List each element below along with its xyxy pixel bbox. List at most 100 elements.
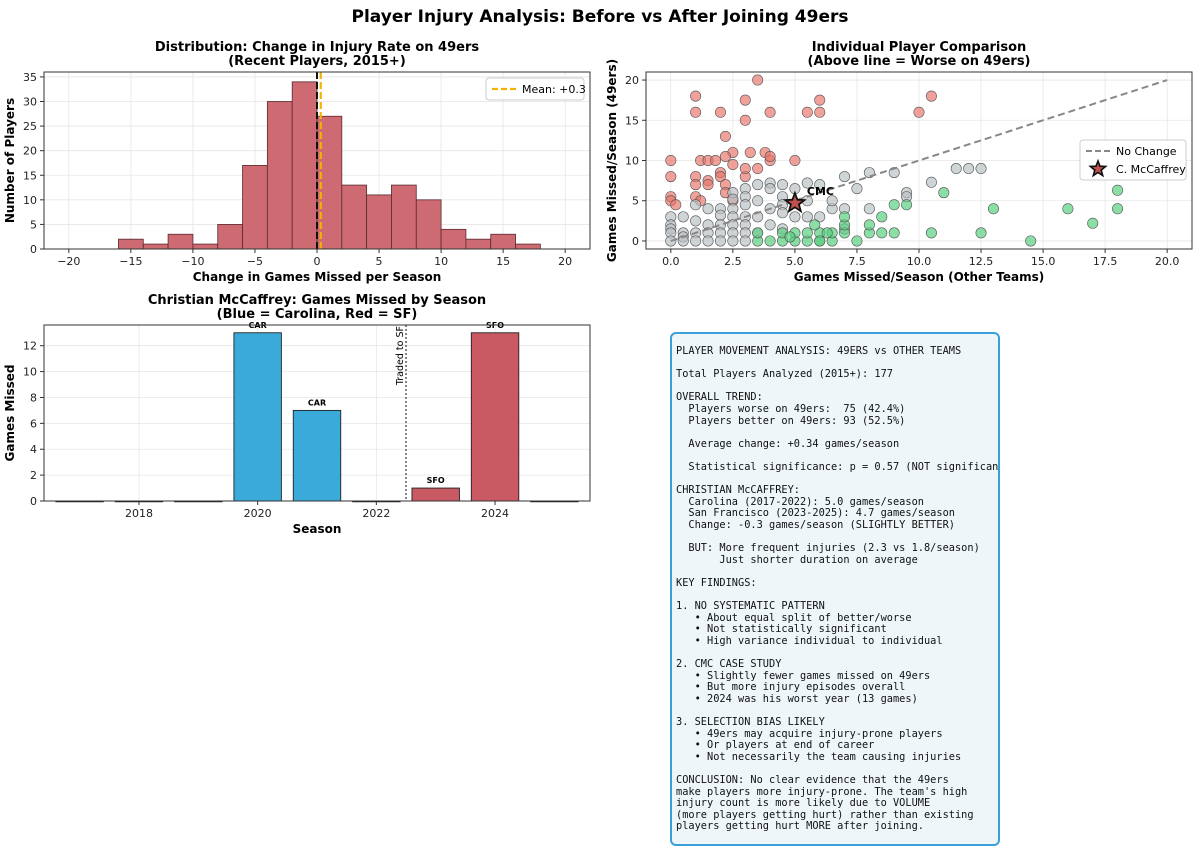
legend-star-swatch	[1088, 158, 1108, 178]
x-tick-label: 0.0	[662, 255, 680, 268]
y-tick-label: 5	[632, 195, 639, 208]
scatter-point	[801, 177, 813, 189]
scatter-point	[690, 199, 702, 211]
scatter-point	[925, 176, 937, 188]
summary-text: PLAYER MOVEMENT ANALYSIS: 49ERS vs OTHER…	[676, 345, 999, 833]
scatter-point	[975, 227, 987, 239]
scatter-point	[690, 179, 702, 191]
y-tick-label: 30	[23, 96, 37, 109]
histogram-bar	[465, 238, 492, 250]
scatter-point	[814, 106, 826, 118]
scatter-point	[975, 163, 987, 175]
summary-text-box: PLAYER MOVEMENT ANALYSIS: 49ERS vs OTHER…	[670, 332, 1000, 846]
scatter-point	[938, 187, 950, 199]
histogram-bar	[242, 165, 268, 250]
scatter-point	[809, 219, 821, 231]
histogram-bar	[266, 101, 293, 250]
histogram-bar	[440, 228, 467, 250]
scatter-point	[727, 193, 739, 205]
season-bar	[233, 332, 282, 502]
histogram-bar	[142, 243, 169, 250]
scatter-point	[863, 203, 875, 215]
scatter-point	[913, 106, 925, 118]
scatter-point	[876, 227, 888, 239]
y-tick-label: 2	[30, 469, 37, 482]
scatter-point	[876, 211, 888, 223]
scatter-point	[677, 235, 689, 247]
figure-suptitle: Player Injury Analysis: Before vs After …	[352, 7, 849, 27]
scatter-point	[709, 155, 721, 167]
x-tick-label: 0	[314, 255, 321, 268]
x-tick-label: 12.5	[969, 255, 994, 268]
chart-title: Christian McCaffrey: Games Missed by Sea…	[148, 293, 486, 308]
chart-subtitle: (Recent Players, 2015+)	[228, 54, 406, 69]
x-tick-label: 20.0	[1155, 255, 1180, 268]
x-axis-label: Change in Games Missed per Season	[193, 270, 442, 284]
scatter-point	[801, 106, 813, 118]
scatter-point	[702, 203, 714, 215]
scatter-point	[814, 94, 826, 106]
x-tick-label: 17.5	[1093, 255, 1118, 268]
x-axis-label: Season	[293, 522, 342, 536]
histogram-bar	[192, 243, 219, 250]
histogram-bar	[490, 233, 516, 250]
scatter-point	[950, 163, 962, 175]
scatter-point	[690, 215, 702, 227]
scatter-point	[739, 235, 751, 247]
y-tick-label: 25	[23, 120, 37, 133]
scatter-point	[963, 163, 975, 175]
y-tick-label: 15	[625, 114, 639, 127]
legend-star-label: C. McCaffrey	[1116, 163, 1186, 176]
scatter-point	[764, 219, 776, 231]
y-tick-label: 10	[23, 194, 37, 207]
scatter-point	[925, 227, 937, 239]
histogram-bar	[341, 184, 368, 250]
scatter-point	[814, 235, 826, 247]
scatter-point	[1062, 203, 1074, 215]
y-tick-label: 20	[625, 74, 639, 87]
x-tick-label: 10	[434, 255, 448, 268]
y-tick-label: 10	[625, 155, 639, 168]
scatter-point	[752, 227, 764, 239]
y-axis-label: Number of Players	[3, 98, 17, 223]
scatter-point	[784, 231, 796, 243]
x-tick-label: −15	[119, 255, 142, 268]
x-tick-label: 20	[558, 255, 572, 268]
histogram-panel: −20 −15 −10 −5 0 5 10 15 20 0 5 10 15 20 25 30 35 Change …	[3, 40, 591, 284]
trade-label: Traded to SF	[395, 326, 406, 386]
scatter-point	[839, 171, 851, 183]
chart-subtitle: (Above line = Worse on 49ers)	[808, 54, 1031, 69]
y-tick-label: 12	[23, 340, 37, 353]
histogram-bar	[366, 194, 392, 250]
scatter-point	[1025, 235, 1037, 247]
legend-box	[485, 77, 585, 101]
x-tick-label: 2018	[125, 507, 153, 520]
scatter-point	[764, 235, 776, 247]
season-bar-label: SFO	[427, 476, 445, 485]
scatter-point	[665, 155, 677, 167]
scatter-point	[719, 150, 731, 162]
y-tick-label: 10	[23, 366, 37, 379]
histogram-bar	[515, 243, 541, 250]
y-axis-label: Games Missed/Season (49ers)	[605, 59, 619, 262]
scatter-point	[690, 235, 702, 247]
scatter-point	[752, 74, 764, 86]
scatter-point	[1112, 184, 1124, 196]
x-tick-label: −20	[57, 255, 80, 268]
scatter-point	[801, 211, 813, 223]
histogram-bar	[415, 199, 442, 250]
scatter-point	[690, 106, 702, 118]
histogram-bar	[391, 184, 417, 250]
scatter-point	[702, 235, 714, 247]
histogram-bar	[217, 224, 243, 250]
y-tick-label: 0	[30, 495, 37, 508]
scatter-point	[670, 199, 682, 211]
chart-title: Individual Player Comparison	[812, 40, 1027, 55]
scatter-point	[821, 227, 833, 239]
no-change-line	[670, 79, 1168, 242]
scatter-point	[814, 179, 826, 191]
y-tick-label: 0	[30, 243, 37, 256]
scatter-point	[752, 163, 764, 175]
scatter-point	[888, 199, 900, 211]
